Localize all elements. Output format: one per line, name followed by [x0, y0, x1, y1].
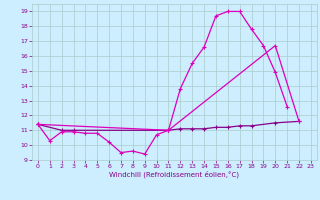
- X-axis label: Windchill (Refroidissement éolien,°C): Windchill (Refroidissement éolien,°C): [109, 171, 239, 178]
